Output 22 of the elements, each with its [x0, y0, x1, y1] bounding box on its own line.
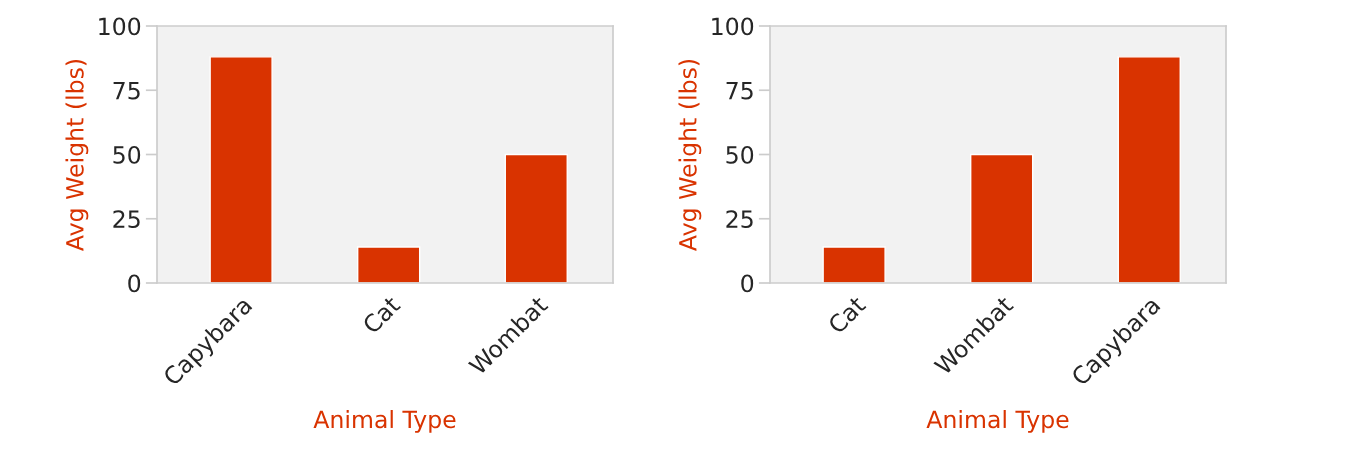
y-tick-label: 75 [113, 82, 140, 100]
bar [504, 153, 568, 283]
x-tick-label: Cat [361, 294, 402, 335]
y-tick-label: 50 [726, 145, 754, 164]
y-tick-label: 0 [741, 274, 754, 293]
y-tick-label: 50 [113, 145, 141, 164]
y-tick-label: 75 [726, 82, 753, 100]
y-tick-label: 100 [712, 17, 754, 36]
y-tick-label: 25 [113, 210, 140, 229]
x-axis-title: Animal Type [926, 410, 1069, 433]
y-tick-label: 25 [726, 210, 753, 229]
x-tick-label: Cat [826, 294, 867, 335]
bar [209, 56, 273, 283]
bar [822, 246, 886, 283]
bar [357, 246, 421, 283]
bar [1117, 56, 1181, 283]
y-axis-title: Avg Weight (lbs) [678, 59, 702, 251]
y-tick-label: 0 [128, 274, 141, 293]
bar [970, 153, 1034, 283]
x-axis-title: Animal Type [313, 410, 456, 433]
y-axis-title: Avg Weight (lbs) [65, 59, 89, 251]
y-tick-label: 100 [99, 17, 141, 36]
